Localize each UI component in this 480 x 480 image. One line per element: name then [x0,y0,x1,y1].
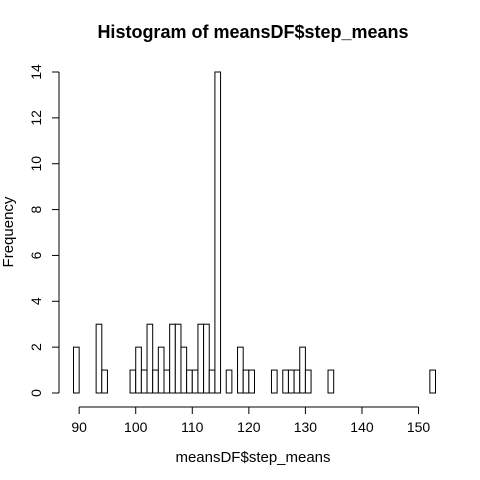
x-tick-label: 120 [237,419,261,435]
histogram-bar [225,369,233,394]
histogram-bar [73,346,80,394]
histogram-bar [327,369,335,394]
y-tick-label: 6 [28,251,44,259]
y-axis-label: Frequency [0,196,17,267]
bars-group [73,71,436,394]
y-tick-label: 8 [28,205,44,213]
histogram-bar [135,346,142,394]
histogram-bar [163,369,171,394]
histogram-bar [248,369,255,394]
y-tick-label: 14 [28,64,44,80]
histogram-bar [152,369,159,394]
x-tick-label: 110 [181,419,204,435]
histogram-bar [197,323,205,394]
y-tick-label: 4 [28,297,44,305]
histogram-bar [180,346,188,394]
x-tick-label: 100 [124,419,148,435]
histogram-bar [203,323,210,394]
y-tick-label: 0 [28,389,44,397]
x-tick-label: 90 [71,419,87,435]
x-tick-label: 130 [294,419,318,435]
y-tick-label: 12 [28,110,44,126]
histogram-bar [299,346,306,394]
histogram-bar [146,323,154,394]
histogram-bar [429,369,436,394]
histogram-bar [293,369,301,394]
histogram-bar [208,369,216,394]
histogram-bar [242,369,250,394]
histogram-bar [95,323,103,394]
y-axis: 0 2 4 6 8 10 12 14 [28,64,60,397]
histogram-bar [237,346,244,394]
y-tick-label: 10 [28,156,44,172]
histogram-bar [214,71,222,394]
histogram-bar [169,323,176,394]
chart-title: Histogram of meansDF$step_means [97,22,408,42]
histogram-bar [140,369,148,394]
histogram-bar [270,369,278,394]
histogram-bar [174,323,182,394]
x-tick-label: 150 [407,419,431,435]
histogram-bar [287,369,295,394]
histogram-bar [129,369,137,394]
histogram-bar [157,346,165,394]
histogram-bar [186,369,193,394]
x-tick-label: 140 [350,419,374,435]
histogram-bar [282,369,289,394]
histogram-bar [101,369,108,394]
x-axis: 90 100 110 120 130 140 150 [71,406,431,435]
y-tick-label: 2 [28,343,44,351]
histogram-bar [191,369,199,394]
x-axis-label: meansDF$step_means [175,449,330,466]
histogram-bar [304,369,312,394]
